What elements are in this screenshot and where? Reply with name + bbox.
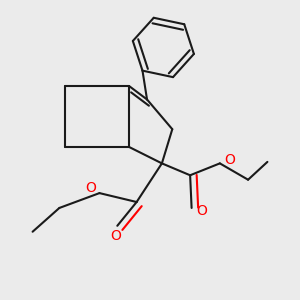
Text: O: O	[86, 181, 97, 195]
Text: O: O	[224, 153, 235, 167]
Text: O: O	[110, 229, 121, 243]
Text: O: O	[196, 204, 208, 218]
